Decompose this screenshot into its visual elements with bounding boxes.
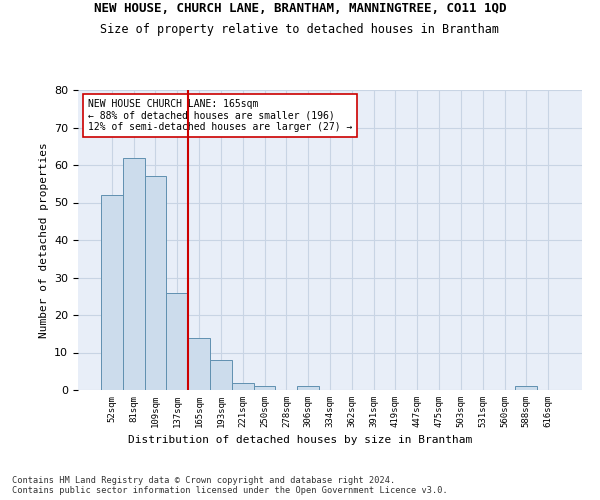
Text: NEW HOUSE CHURCH LANE: 165sqm
← 88% of detached houses are smaller (196)
12% of : NEW HOUSE CHURCH LANE: 165sqm ← 88% of d… xyxy=(88,99,352,132)
Text: Distribution of detached houses by size in Brantham: Distribution of detached houses by size … xyxy=(128,435,472,445)
Text: Size of property relative to detached houses in Brantham: Size of property relative to detached ho… xyxy=(101,22,499,36)
Bar xyxy=(101,195,123,390)
Text: NEW HOUSE, CHURCH LANE, BRANTHAM, MANNINGTREE, CO11 1QD: NEW HOUSE, CHURCH LANE, BRANTHAM, MANNIN… xyxy=(94,2,506,16)
Y-axis label: Number of detached properties: Number of detached properties xyxy=(38,142,49,338)
Bar xyxy=(515,386,537,390)
Bar xyxy=(166,292,188,390)
Text: Contains HM Land Registry data © Crown copyright and database right 2024.
Contai: Contains HM Land Registry data © Crown c… xyxy=(12,476,448,495)
Bar xyxy=(297,386,319,390)
Bar xyxy=(254,386,275,390)
Bar xyxy=(210,360,232,390)
Bar xyxy=(232,382,254,390)
Bar xyxy=(145,176,166,390)
Bar xyxy=(188,338,210,390)
Bar xyxy=(123,158,145,390)
